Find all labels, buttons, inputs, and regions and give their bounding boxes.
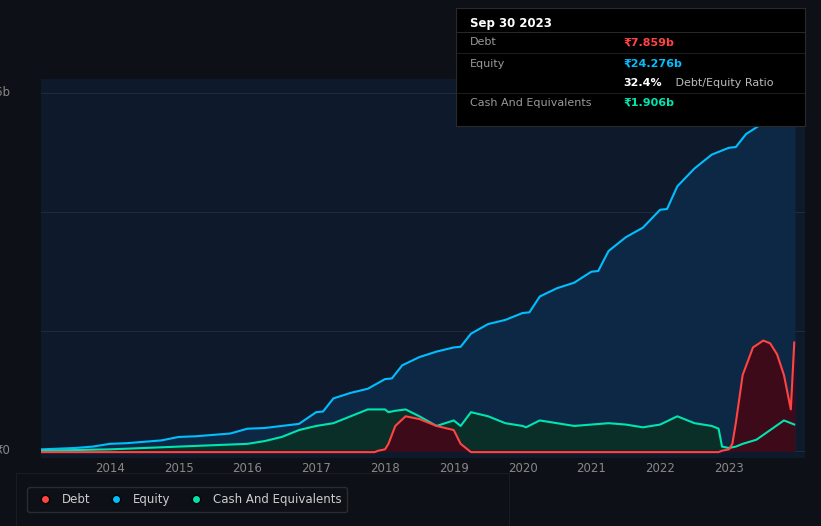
Text: Sep 30 2023: Sep 30 2023 — [470, 17, 552, 31]
Text: ₹0: ₹0 — [0, 444, 11, 457]
Text: ₹24.276b: ₹24.276b — [623, 59, 682, 69]
Text: 32.4%: 32.4% — [623, 78, 662, 88]
Text: Cash And Equivalents: Cash And Equivalents — [470, 98, 591, 108]
Text: ₹1.906b: ₹1.906b — [623, 98, 674, 108]
Text: Debt: Debt — [470, 37, 497, 47]
Text: ₹26b: ₹26b — [0, 86, 11, 99]
Text: Equity: Equity — [470, 59, 505, 69]
Text: ₹7.859b: ₹7.859b — [623, 37, 674, 47]
Legend: Debt, Equity, Cash And Equivalents: Debt, Equity, Cash And Equivalents — [27, 487, 347, 512]
Text: Debt/Equity Ratio: Debt/Equity Ratio — [672, 78, 773, 88]
